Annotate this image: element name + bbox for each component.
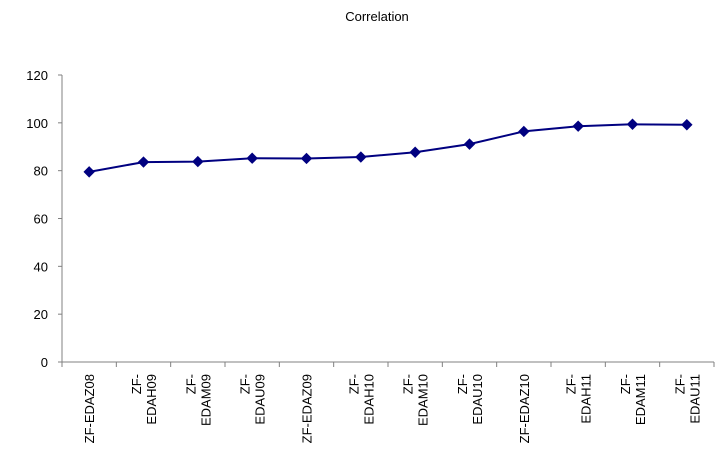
x-tick-label-line: ZF- [564, 374, 579, 394]
x-tick-label-line: ZF- [238, 374, 253, 394]
x-tick-label-line: EDAM09 [198, 374, 213, 426]
y-tick-label: 60 [34, 212, 48, 227]
y-tick-label: 120 [26, 68, 48, 83]
x-tick-label: ZF-EDAZ08 [82, 374, 97, 443]
x-tick-label: ZF- EDAU11 [672, 374, 702, 424]
y-tick-label: 20 [34, 307, 48, 322]
data-point-marker [409, 146, 421, 158]
x-tick-label-line: ZF-EDAZ08 [82, 374, 97, 443]
data-point-marker [192, 155, 204, 168]
series-line-group [83, 118, 693, 178]
x-tick-label: ZF- EDAM11 [618, 374, 648, 425]
x-tick-label-line: ZF- [183, 374, 198, 394]
x-tick-label: ZF-EDAZ09 [300, 374, 315, 443]
data-point-marker [300, 152, 313, 165]
x-tick-label-line: EDAM11 [633, 374, 648, 425]
x-tick-label-line: EDAU11 [687, 374, 702, 424]
x-tick-label-line: ZF- [618, 374, 633, 394]
x-tick-label-line: ZF-EDAZ10 [517, 374, 532, 443]
x-tick-label-line: ZF- [346, 374, 361, 394]
x-tick-label: ZF- EDAM09 [183, 374, 213, 426]
y-tick-label: 100 [26, 116, 48, 131]
x-tick-label-line: EDAH09 [144, 374, 159, 425]
data-point-marker [518, 125, 530, 138]
x-tick-label: ZF- EDAU10 [455, 374, 485, 425]
y-axis: 0 20 40 60 80 100 120 [26, 68, 63, 370]
chart-title: Correlation [345, 9, 409, 24]
data-point-marker [463, 138, 476, 150]
data-point-marker [572, 120, 584, 132]
x-tick-label: ZF- EDAH11 [564, 374, 594, 424]
x-tick-label: ZF- EDAM10 [401, 374, 431, 426]
data-point-marker [246, 152, 258, 164]
data-point-marker [681, 119, 693, 131]
x-tick-label-line: EDAH11 [579, 374, 594, 424]
y-tick-label: 40 [34, 259, 48, 274]
x-tick-label-line: ZF-EDAZ09 [300, 374, 315, 443]
x-tick-label-line: ZF- [672, 374, 687, 394]
x-axis: ZF-EDAZ08 ZF- EDAH09 ZF- EDAM09 ZF- EDAU09 ZF-E… [61, 361, 715, 443]
x-tick-label: ZF- EDAH09 [129, 374, 159, 425]
x-tick-label-line: EDAU09 [253, 374, 268, 425]
x-tick-label: ZF- EDAU09 [238, 374, 268, 425]
x-tick-label-line: EDAU10 [470, 374, 485, 425]
y-tick-label: 80 [34, 164, 48, 179]
y-tick-label: 0 [41, 355, 48, 370]
x-tick-label-line: ZF- [455, 374, 470, 394]
x-tick-label: ZF- EDAH10 [346, 374, 376, 425]
data-point-marker [626, 118, 639, 130]
data-point-marker [137, 156, 150, 168]
x-tick-label-line: EDAH10 [361, 374, 376, 425]
series-line [89, 123, 687, 173]
x-tick-label: ZF-EDAZ10 [517, 374, 532, 443]
data-point-marker [83, 166, 95, 178]
x-tick-label-line: ZF- [401, 374, 416, 394]
data-point-marker [355, 151, 367, 163]
x-tick-label-line: ZF- [129, 374, 144, 394]
x-tick-label-line: EDAM10 [416, 374, 431, 426]
